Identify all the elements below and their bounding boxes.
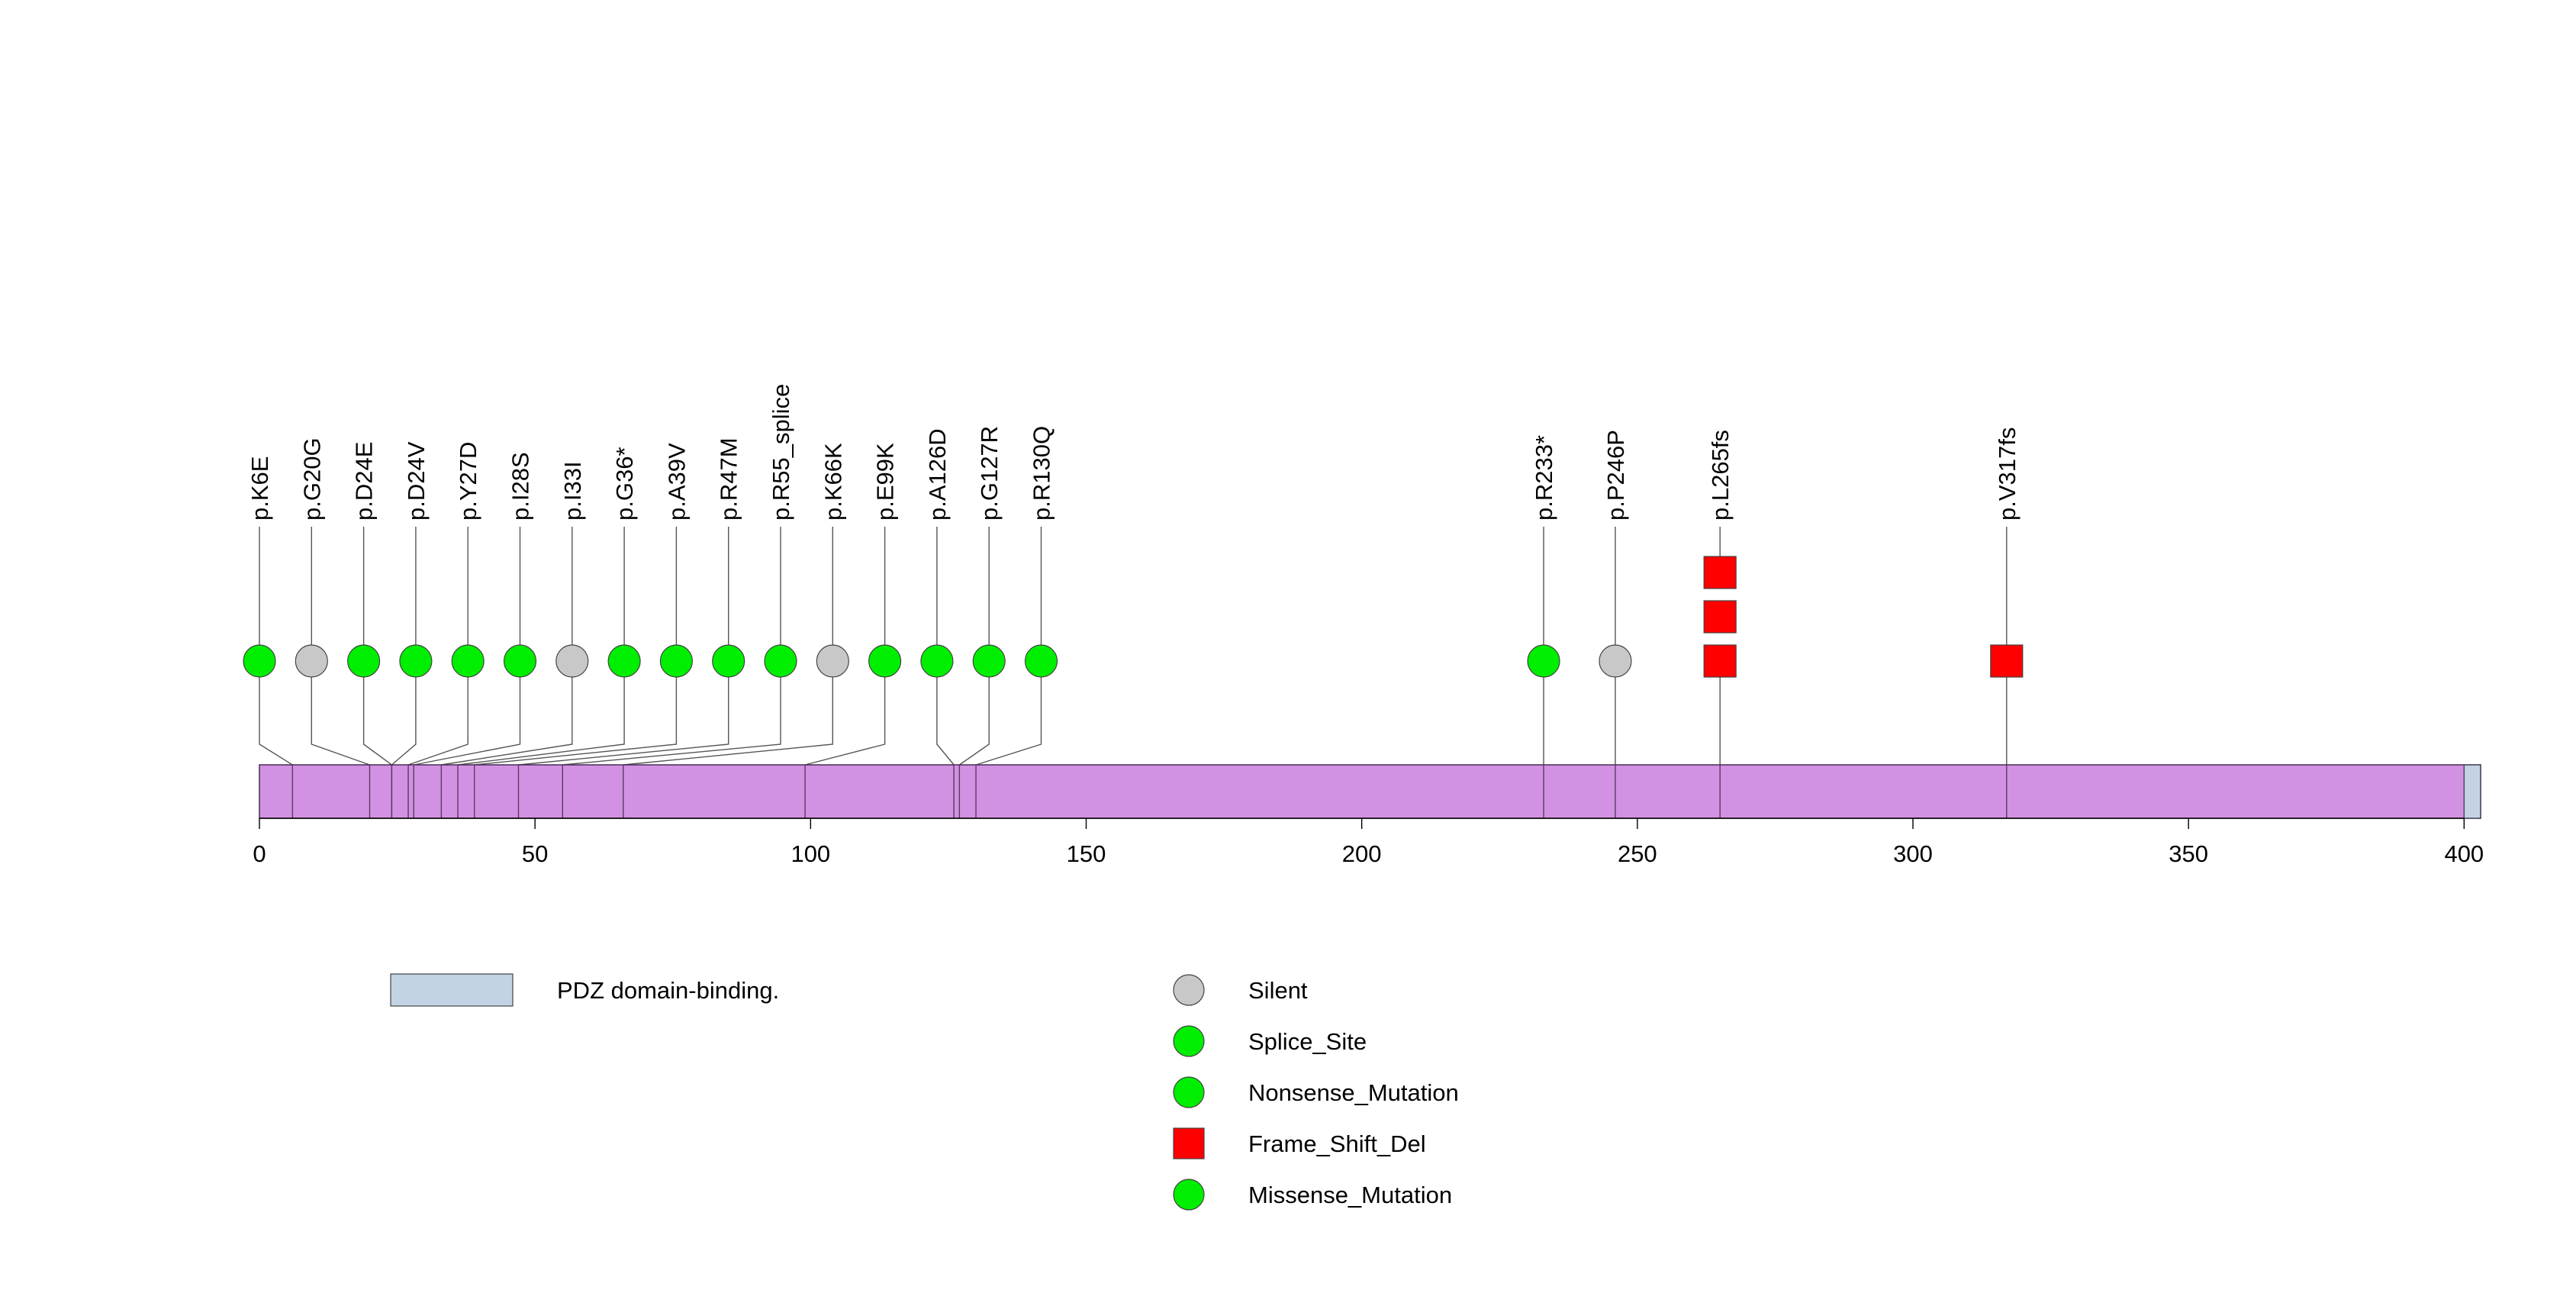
label-p-v317fs: p.V317fs <box>1994 427 2021 521</box>
label-p-k66k: p.K66K <box>819 443 846 521</box>
label-p-g127r: p.G127R <box>976 426 1003 521</box>
connector-p-r55-splice <box>562 661 781 766</box>
marker-p-r47m-1 <box>712 644 745 678</box>
label-p-l265fs: p.L265fs <box>1707 430 1734 521</box>
connector-p-k6e <box>259 661 293 766</box>
legend-symbol-silent <box>1173 974 1205 1006</box>
x-tick-label-150: 150 <box>1067 840 1106 867</box>
connector-p-a39v <box>474 661 678 766</box>
label-p-p246p: p.P246P <box>1602 430 1629 521</box>
x-tick-label-350: 350 <box>2169 840 2208 867</box>
x-tick-label-300: 300 <box>1893 840 1933 867</box>
marker-p-a126d-1 <box>920 644 954 678</box>
x-axis: 0 50 100 150 200 250 300 350 400 <box>253 818 2484 867</box>
marker-p-g36-1 <box>607 644 641 678</box>
marker-p-l265fs-3 <box>1703 556 1737 589</box>
connector-p-r47m <box>518 661 729 766</box>
label-p-d24v: p.D24V <box>403 441 430 521</box>
connector-p-g36 <box>457 661 625 766</box>
marker-p-k6e-1 <box>243 644 276 678</box>
marker-p-e99k-1 <box>868 644 902 678</box>
x-tick-label-250: 250 <box>1618 840 1657 867</box>
legend-label-missense-mutation: Missense_Mutation <box>1248 1182 1452 1208</box>
legend-label-splice-site: Splice_Site <box>1248 1028 1367 1055</box>
x-tick-label-50: 50 <box>522 840 548 867</box>
marker-p-g127r-1 <box>972 644 1006 678</box>
label-p-a39v: p.A39V <box>663 443 690 521</box>
marker-p-d24e-1 <box>347 644 381 678</box>
label-p-y27d: p.Y27D <box>455 442 481 521</box>
connector-p-y27d <box>407 661 469 766</box>
marker-p-g20g-1 <box>295 644 328 678</box>
marker-p-y27d-1 <box>451 644 485 678</box>
label-p-k6e: p.K6E <box>246 456 273 521</box>
legend-label-frame-shift-del: Frame_Shift_Del <box>1248 1130 1426 1157</box>
legend: PDZ domain-binding. Silent Splice_Site Nons… <box>390 973 1459 1211</box>
label-p-d24e: p.D24E <box>351 442 378 521</box>
marker-p-r130q-1 <box>1024 644 1058 678</box>
connector-p-g127r <box>958 661 990 766</box>
legend-label-pdz-domain-binding: PDZ domain-binding. <box>557 977 779 1004</box>
connector-p-d24v <box>391 661 417 766</box>
marker-p-i28s-1 <box>503 644 537 678</box>
legend-label-silent: Silent <box>1248 977 1308 1004</box>
legend-label-nonsense-mutation: Nonsense_Mutation <box>1248 1079 1459 1106</box>
connector-p-a126d <box>936 661 955 766</box>
connector-p-e99k <box>804 661 886 766</box>
connector-p-i28s <box>414 661 521 766</box>
label-p-a126d: p.A126D <box>924 428 951 521</box>
label-p-e99k: p.E99K <box>872 443 899 521</box>
label-p-g20g: p.G20G <box>298 437 325 521</box>
label-p-r130q: p.R130Q <box>1029 426 1055 521</box>
label-p-i28s: p.I28S <box>507 452 534 521</box>
connector-p-k66k <box>623 661 834 766</box>
marker-p-a39v-1 <box>659 644 694 678</box>
domain-pdz-domain-binding <box>2463 764 2481 819</box>
legend-symbol-nonsense-mutation <box>1173 1076 1205 1108</box>
marker-p-l265fs-1 <box>1703 644 1737 678</box>
label-p-r233: p.R233* <box>1531 435 1557 521</box>
label-p-r55-splice: p.R55_splice <box>768 384 794 521</box>
lollipop-stems <box>259 527 2008 661</box>
connector-lines <box>259 661 2008 766</box>
marker-p-v317fs-1 <box>1990 644 2024 678</box>
label-p-g36: p.G36* <box>611 447 638 521</box>
x-tick-label-200: 200 <box>1342 840 1382 867</box>
marker-p-i33i-1 <box>555 644 589 678</box>
marker-p-k66k-1 <box>816 644 849 678</box>
legend-swatch-pdz-domain-binding <box>390 973 514 1007</box>
mutation-markers <box>243 556 2024 678</box>
marker-p-d24v-1 <box>399 644 433 678</box>
connector-p-i33i <box>441 661 573 766</box>
legend-symbol-splice-site <box>1173 1025 1205 1057</box>
marker-p-p246p-1 <box>1599 644 1632 678</box>
label-p-r47m: p.R47M <box>716 437 742 521</box>
connector-p-g20g <box>311 661 370 766</box>
marker-p-r55-splice-1 <box>764 644 797 678</box>
protein-bar <box>259 764 2481 819</box>
legend-symbol-frame-shift-del <box>1173 1127 1205 1159</box>
marker-p-r233-1 <box>1527 644 1560 678</box>
mutation-labels: p.K6E p.G20G p.D24E p.D24V p.Y27D p.I28S p.I33… <box>246 384 2021 521</box>
connector-p-r130q <box>975 661 1042 766</box>
label-p-i33i: p.I33I <box>559 461 586 521</box>
x-tick-label-400: 400 <box>2444 840 2484 867</box>
legend-symbol-missense-mutation <box>1173 1179 1205 1211</box>
protein-backbone <box>259 764 2481 819</box>
marker-p-l265fs-2 <box>1703 600 1737 634</box>
connector-p-d24e <box>362 661 392 766</box>
x-tick-label-0: 0 <box>253 840 266 867</box>
x-tick-label-100: 100 <box>791 840 830 867</box>
